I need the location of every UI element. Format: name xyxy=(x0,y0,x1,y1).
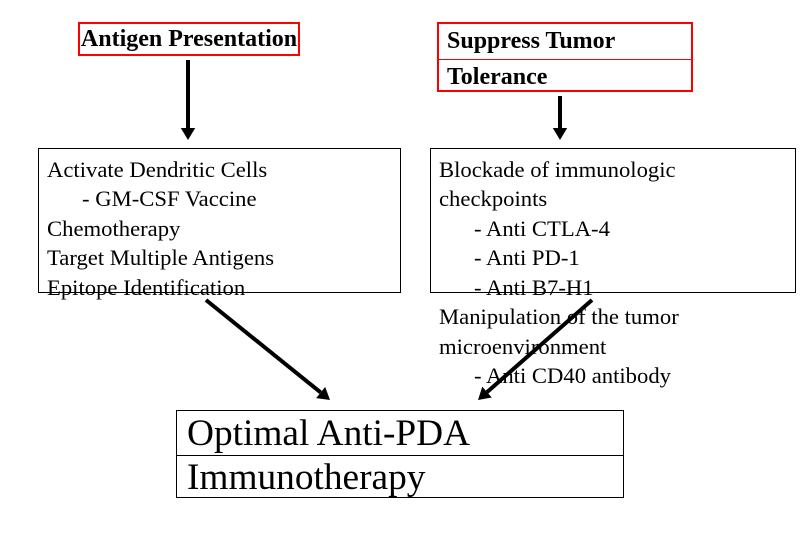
top-right-row-2: Tolerance xyxy=(439,59,691,94)
final-row1-label: Optimal Anti-PDA xyxy=(187,412,470,455)
detail-line: Activate Dendritic Cells xyxy=(47,155,392,184)
detail-line: - GM-CSF Vaccine xyxy=(47,184,392,213)
final-row-2: Immunotherapy xyxy=(177,455,623,499)
top-left-node: Antigen Presentation xyxy=(78,22,300,56)
final-row2-label: Immunotherapy xyxy=(187,456,425,499)
detail-line: Manipulation of the tumor microenvironme… xyxy=(439,302,787,361)
detail-line: - Anti PD-1 xyxy=(439,243,787,272)
top-right-row1-label: Suppress Tumor xyxy=(447,28,615,55)
mid-left-node: Activate Dendritic Cells- GM-CSF Vaccine… xyxy=(38,148,401,293)
diagram-canvas: Antigen Presentation Suppress Tumor Tole… xyxy=(0,0,800,535)
mid-right-node: Blockade of immunologic checkpoints- Ant… xyxy=(430,148,796,293)
top-right-node: Suppress Tumor Tolerance xyxy=(437,22,693,92)
top-right-row2-label: Tolerance xyxy=(447,64,547,91)
final-node: Optimal Anti-PDA Immunotherapy xyxy=(176,410,624,498)
detail-line: - Anti CD40 antibody xyxy=(439,361,787,390)
arrow-head-icon xyxy=(553,128,567,140)
detail-line: Target Multiple Antigens xyxy=(47,243,392,272)
detail-line: Blockade of immunologic checkpoints xyxy=(439,155,787,214)
detail-line: Chemotherapy xyxy=(47,214,392,243)
detail-line: Epitope Identification xyxy=(47,273,392,302)
arrow-head-icon xyxy=(316,387,330,400)
detail-line: - Anti CTLA-4 xyxy=(439,214,787,243)
arrow-head-icon xyxy=(181,128,195,140)
final-row-1: Optimal Anti-PDA xyxy=(177,411,623,455)
arrow-shaft xyxy=(206,300,321,392)
detail-line: - Anti B7-H1 xyxy=(439,273,787,302)
top-right-row-1: Suppress Tumor xyxy=(439,24,691,59)
top-left-label: Antigen Presentation xyxy=(81,26,297,53)
